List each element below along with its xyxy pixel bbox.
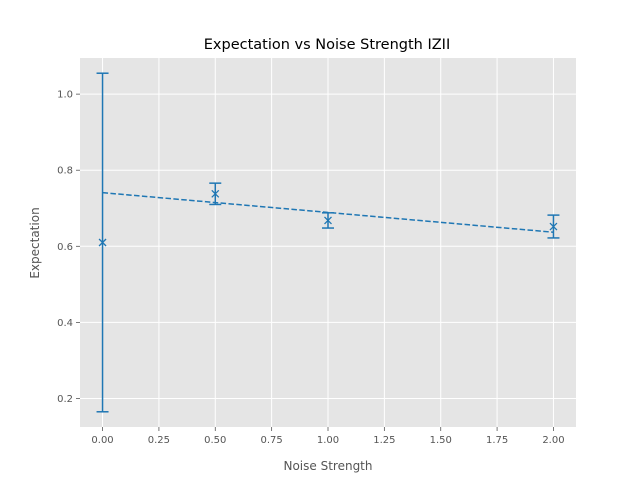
data-point-x-marker	[549, 222, 558, 231]
x-tick-label: 0.75	[261, 435, 283, 446]
data-point-x-marker	[211, 189, 220, 198]
y-axis-ticks: 0.2 0.4 0.6 0.8 1.0	[57, 90, 80, 405]
grid-lines	[80, 58, 576, 427]
x-axis-ticks: 0.00 0.25 0.50 0.75 1.00 1.25 1.50 1.75 2.00	[91, 427, 565, 446]
data-point-x-marker	[324, 216, 332, 225]
x-axis-label: Noise Strength	[283, 459, 372, 473]
x-tick-label: 1.00	[317, 435, 339, 446]
y-axis-label: Expectation	[28, 207, 42, 278]
data-point-x-marker	[98, 238, 107, 247]
y-tick-label: 0.6	[57, 242, 73, 253]
y-tick-label: 0.4	[57, 318, 73, 329]
y-tick-label: 1.0	[57, 90, 73, 101]
x-tick-label: 0.25	[148, 435, 170, 446]
x-tick-label: 0.00	[91, 435, 113, 446]
y-tick-label: 0.2	[57, 394, 73, 405]
x-tick-label: 1.25	[373, 435, 395, 446]
x-tick-label: 2.00	[542, 435, 564, 446]
y-tick-label: 0.8	[57, 166, 73, 177]
chart-title: Expectation vs Noise Strength IZII	[204, 37, 450, 53]
data-marks	[96, 72, 560, 413]
x-tick-label: 0.50	[204, 435, 226, 446]
x-tick-label: 1.50	[430, 435, 452, 446]
x-tick-label: 1.75	[486, 435, 508, 446]
